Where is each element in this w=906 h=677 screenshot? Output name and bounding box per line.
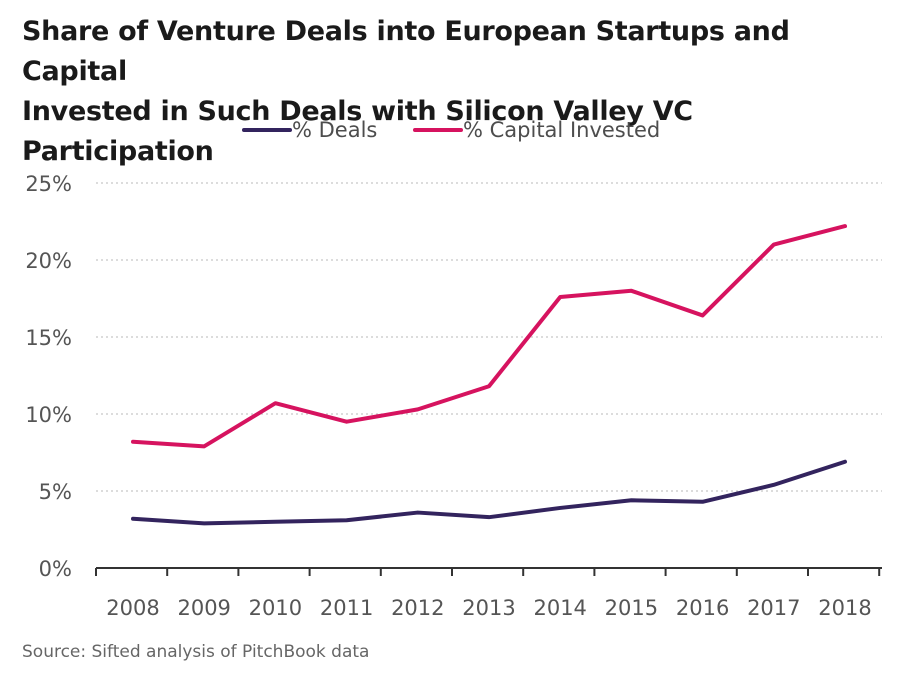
gridlines [96,182,882,492]
chart-title-line-1: Share of Venture Deals into European Sta… [22,16,790,87]
x-tick-label: 2010 [249,596,302,620]
y-tick-label: 15% [25,326,72,350]
chart-title: Share of Venture Deals into European Sta… [22,12,892,172]
x-axis: 2008 2009 2010 2011 2012 2013 2014 2015 2016 2017… [95,567,882,620]
x-tick-label: 2012 [391,596,444,620]
chart-title-line-2: Invested in Such Deals with Silicon Vall… [22,96,693,167]
y-axis-ticks: 0% 5% 10% 15% 20% 25% [25,172,72,581]
x-tick-label: 2015 [605,596,658,620]
x-tick-label: 2018 [818,596,871,620]
series-lines [131,224,847,526]
y-tick-label: 20% [25,249,72,273]
x-tick-label: 2008 [106,596,159,620]
deals-line [131,459,847,526]
y-tick-label: 25% [25,172,72,196]
x-tick-label: 2014 [533,596,586,620]
x-tick-label: 2013 [462,596,515,620]
capital-invested-line [131,224,847,449]
legend: % Deals % Capital Invested [242,118,660,142]
source-note: Source: Sifted analysis of PitchBook dat… [22,642,370,662]
x-tick-label: 2017 [747,596,800,620]
x-tick-label: 2011 [320,596,373,620]
x-tick-label: 2009 [177,596,230,620]
x-tick-label: 2016 [676,596,729,620]
y-tick-label: 10% [25,403,72,427]
legend-label-capital: % Capital Invested [463,118,660,142]
y-tick-label: 0% [39,557,72,581]
legend-label-deals: % Deals [292,118,377,142]
y-tick-label: 5% [39,480,72,504]
